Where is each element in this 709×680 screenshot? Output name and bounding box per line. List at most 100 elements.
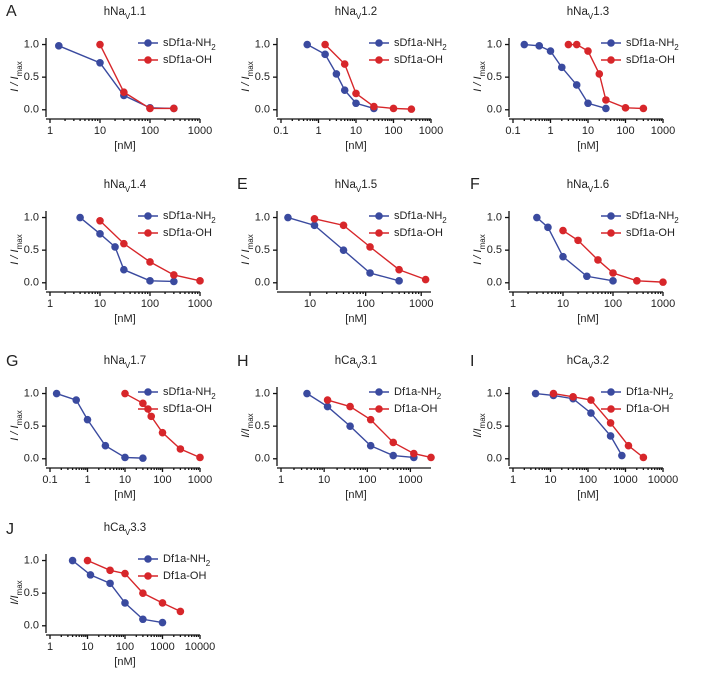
panel-label: H	[237, 353, 249, 370]
data-point	[323, 396, 332, 404]
fit-line	[72, 559, 163, 624]
data-point	[339, 246, 348, 254]
text-part: sDf1a-NH	[394, 37, 442, 49]
data-point	[83, 556, 92, 565]
legend-marker	[375, 388, 383, 396]
data-point	[55, 42, 63, 50]
x-tick-label: 0.1	[42, 474, 57, 486]
data-point	[557, 63, 566, 72]
legend-marker	[375, 56, 383, 64]
x-tick-label: 10	[557, 298, 569, 310]
y-tick-label: 1.0	[24, 554, 39, 566]
data-point	[303, 40, 312, 49]
data-point	[535, 42, 544, 50]
data-point	[120, 88, 128, 96]
legend-label: sDf1a-NH2	[163, 210, 216, 225]
panel-label: I	[470, 353, 474, 370]
data-point	[606, 419, 615, 427]
subscript: V	[125, 528, 131, 537]
text-part: Df1a-OH	[163, 570, 206, 582]
data-point	[639, 453, 648, 462]
legend-marker	[607, 212, 615, 220]
chart-title: hNaV1.3	[567, 6, 609, 21]
legend-marker	[144, 405, 152, 413]
x-tick-label: 1000	[188, 474, 212, 486]
panel-label: F	[470, 176, 480, 193]
y-axis-label: I / Imax	[472, 61, 487, 91]
y-tick-label: 0.5	[255, 244, 270, 256]
y-tick-label: 0.0	[24, 453, 39, 465]
data-point	[594, 256, 602, 264]
x-tick-label: 1	[510, 298, 516, 310]
legend-marker	[607, 405, 615, 413]
x-axis-label: [nM]	[577, 489, 598, 501]
legend-label: Df1a-OH	[163, 570, 206, 582]
panel-label: E	[237, 176, 248, 193]
legend-marker	[607, 56, 615, 64]
subscript: max	[15, 234, 24, 249]
panel-label: G	[6, 353, 18, 370]
fit-line	[99, 44, 174, 110]
y-tick-label: 1.0	[255, 211, 270, 223]
data-point	[559, 226, 567, 235]
x-tick-label: 10	[304, 298, 316, 310]
legend-label: sDf1a-NH2	[394, 210, 447, 225]
text-part: sDf1a-NH	[626, 210, 674, 222]
x-tick-label: 10	[94, 125, 106, 137]
text-part: I / I	[240, 249, 252, 264]
legend-marker	[144, 388, 152, 396]
x-axis-label: [nM]	[577, 313, 598, 325]
data-point	[346, 402, 354, 411]
legend-label: sDf1a-OH	[163, 54, 212, 66]
subscript: max	[15, 61, 24, 76]
subscript: 2	[437, 392, 442, 401]
text-part: hNa	[335, 6, 357, 18]
subscript: max	[478, 413, 487, 428]
text-part: sDf1a-OH	[394, 227, 443, 239]
legend-marker	[144, 39, 152, 47]
legend-marker	[144, 212, 152, 220]
data-point	[321, 40, 329, 49]
legend-label: sDf1a-NH2	[163, 386, 216, 401]
y-tick-label: 1.0	[24, 38, 39, 50]
data-point	[170, 104, 178, 113]
x-axis-label: [nM]	[114, 656, 135, 668]
data-point	[609, 277, 617, 285]
x-tick-label: 10000	[185, 641, 216, 653]
legend-label: sDf1a-OH	[163, 403, 212, 415]
data-point	[83, 415, 92, 424]
text-part: sDf1a-NH	[394, 210, 442, 222]
legend-label: sDf1a-OH	[394, 54, 443, 66]
data-point	[96, 230, 104, 238]
text-part: hNa	[335, 179, 357, 191]
legend-label: Df1a-NH2	[626, 386, 674, 401]
legend-marker	[375, 229, 383, 237]
x-tick-label: 0.1	[273, 125, 288, 137]
data-point	[139, 399, 147, 408]
text-part: Df1a-NH	[163, 553, 206, 565]
data-point	[310, 215, 319, 223]
y-axis-label: I/Imax	[240, 413, 255, 437]
text-part: sDf1a-OH	[626, 54, 675, 66]
data-point	[158, 428, 167, 437]
text-part: 3.3	[130, 522, 146, 534]
y-tick-label: 0.5	[24, 420, 39, 432]
x-tick-label: 10	[81, 641, 93, 653]
x-tick-label: 100	[356, 298, 374, 310]
data-point	[410, 449, 418, 458]
y-tick-label: 0.0	[255, 453, 270, 465]
y-tick-label: 0.5	[255, 420, 270, 432]
chart-title: hCaV3.2	[567, 355, 609, 370]
x-axis-label: [nM]	[114, 140, 135, 152]
legend-marker	[607, 229, 615, 237]
data-point	[339, 221, 348, 230]
data-point	[346, 422, 354, 430]
x-tick-label: 100	[579, 474, 597, 486]
x-tick-label: 10	[544, 474, 556, 486]
subscript: max	[478, 61, 487, 76]
data-point	[121, 569, 129, 578]
data-point	[101, 441, 110, 450]
data-point	[533, 213, 541, 222]
panel-label: J	[6, 521, 14, 538]
